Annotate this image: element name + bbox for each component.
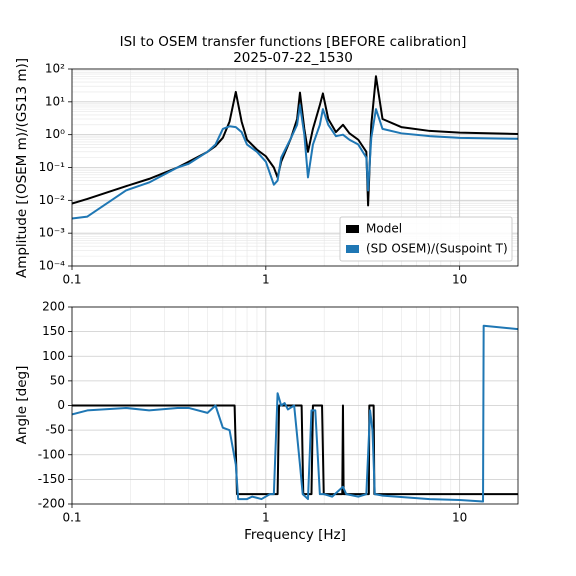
chart-title: ISI to OSEM transfer functions [BEFORE c… (120, 34, 467, 50)
y-axis-label: Amplitude [(OSEM m)/(GS13 m)] (14, 58, 30, 278)
axes-frame (71, 68, 519, 267)
legend-box (339, 216, 513, 262)
y-tick-label: 10⁻⁴ (39, 259, 66, 273)
series-line (72, 104, 518, 220)
y-tick-label: 10⁻³ (39, 226, 66, 240)
y-tick-label: 10¹ (45, 94, 65, 108)
x-tick-label: 1 (262, 511, 270, 525)
y-tick-label: 150 (42, 324, 65, 338)
plot-area: 0.1 1 10 10⁻⁴ 10⁻³ 10⁻² 10⁻¹ 10⁰ 10¹ 10² Model (SD … (39, 62, 519, 287)
y-tick-label: -100 (38, 447, 65, 461)
legend-label: Model (366, 222, 402, 236)
legend-swatch (346, 245, 359, 253)
y-tick-label: 10² (45, 62, 65, 76)
y-tick-label: -50 (45, 423, 65, 437)
plot-area: 0.1 1 10 -200 -150 -100 -50 0 50 100 150 200 (38, 300, 519, 525)
y-tick-label: -200 (38, 497, 65, 511)
x-tick-label: 1 (262, 273, 270, 287)
x-tick-label: 10 (452, 273, 467, 287)
x-tick-label: 0.1 (62, 273, 81, 287)
x-axis-label: Frequency [Hz] (244, 527, 346, 543)
y-tick-label: 0 (57, 398, 65, 412)
y-tick-label: 100 (42, 349, 65, 363)
chart-subtitle: 2025-07-22_1530 (233, 50, 353, 66)
y-tick-label: 10⁻² (39, 193, 66, 207)
y-tick-label: 10⁻¹ (39, 160, 66, 174)
y-tick-label: 50 (50, 373, 65, 387)
y-tick-label: 200 (42, 300, 65, 314)
axes-frame (71, 306, 519, 505)
legend-label: (SD OSEM)/(Suspoint T) (366, 242, 508, 256)
x-tick-label: 10 (452, 511, 467, 525)
legend-swatch (346, 225, 359, 233)
legend: Model (SD OSEM)/(Suspoint T) (339, 216, 513, 262)
series-line (72, 404, 518, 496)
series-line (72, 324, 518, 503)
x-tick-label: 0.1 (62, 511, 81, 525)
y-axis-label: Angle [deg] (14, 366, 30, 445)
y-tick-label: -150 (38, 472, 65, 486)
y-tick-label: 10⁰ (45, 127, 65, 141)
